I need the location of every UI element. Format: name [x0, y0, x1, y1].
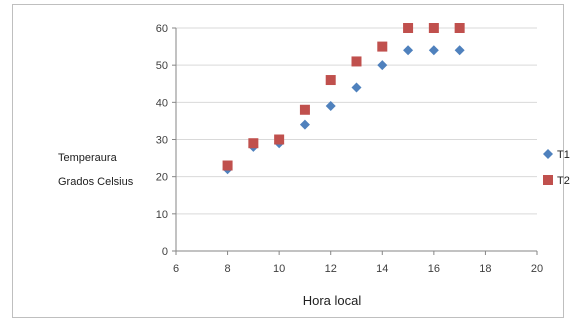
- x-tick-label: 8: [225, 263, 231, 275]
- x-tick-label: 12: [325, 263, 337, 275]
- point-t1-17: [454, 45, 465, 56]
- y-tick-label: 60: [156, 23, 168, 35]
- x-tick-label: 6: [173, 263, 179, 275]
- chart-frame: [12, 4, 564, 318]
- y-tick-label: 0: [162, 246, 168, 258]
- point-t2-8: [222, 160, 233, 171]
- y-tick-label: 30: [156, 135, 168, 147]
- point-t1-11: [299, 119, 310, 130]
- point-t1-16: [428, 45, 439, 56]
- point-t2-15: [403, 23, 414, 33]
- point-t2-12: [325, 75, 336, 86]
- data-points: [222, 23, 465, 175]
- legend-label-t2: T2: [557, 175, 570, 187]
- legend-marker-t2: [543, 175, 553, 185]
- x-tick-label: 18: [479, 263, 491, 275]
- x-axis-label: Hora local: [303, 293, 362, 308]
- point-t2-13: [351, 56, 362, 67]
- y-axis-label-line1: Temperaura: [58, 152, 118, 164]
- x-tick-label: 20: [531, 263, 543, 275]
- point-t1-12: [325, 101, 336, 112]
- y-tick-label: 50: [156, 60, 168, 72]
- y-tick-label: 10: [156, 209, 168, 221]
- point-t2-10: [274, 134, 285, 145]
- legend: T1 T2: [543, 149, 570, 187]
- legend-marker-t1: [543, 149, 553, 159]
- point-t2-17: [454, 23, 465, 33]
- point-t1-14: [377, 60, 388, 71]
- y-tick-label: 40: [156, 97, 168, 109]
- axes: [172, 27, 538, 255]
- point-t2-14: [377, 41, 388, 52]
- gridlines: [176, 27, 537, 215]
- x-tick-label: 16: [428, 263, 440, 275]
- x-tick-label: 14: [376, 263, 388, 275]
- point-t2-9: [248, 138, 259, 149]
- point-t2-11: [299, 104, 310, 115]
- y-axis-label-line2: Grados Celsius: [58, 176, 134, 188]
- point-t1-13: [351, 82, 362, 93]
- tick-labels: 0 10 20 30 40 50 60 6 8 10 12 14 16 18 20: [156, 23, 543, 275]
- y-tick-label: 20: [156, 172, 168, 184]
- x-tick-label: 10: [273, 263, 285, 275]
- legend-label-t1: T1: [557, 149, 570, 161]
- point-t1-15: [403, 45, 414, 56]
- point-t2-16: [428, 23, 439, 33]
